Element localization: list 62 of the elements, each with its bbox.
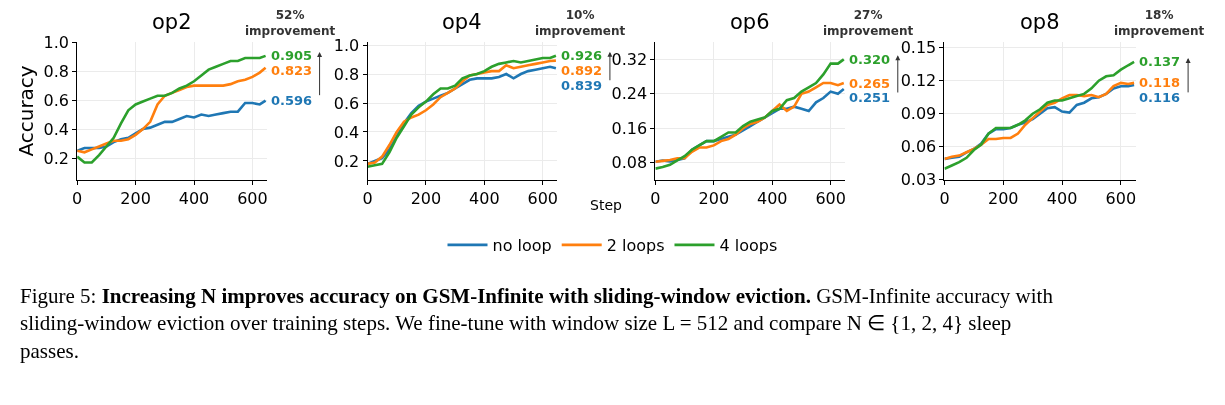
y-tick-label: 0.32: [611, 49, 648, 69]
x-tick-label: 200: [120, 189, 151, 209]
chart-title: op2: [152, 10, 192, 34]
x-tick-label: 0: [72, 189, 83, 209]
y-tick-label: 0.12: [900, 71, 937, 91]
data-label: 0.116: [1139, 90, 1181, 105]
y-tick-label: 0.4: [333, 122, 360, 142]
y-tick-label: 0.4: [43, 119, 69, 139]
x-tick-label: 600: [237, 189, 268, 209]
data-label: 0.596: [271, 93, 313, 108]
x-tick-label: 200: [698, 189, 730, 209]
text: 27% improvement: [823, 8, 914, 38]
y-tick-label: 0.16: [611, 118, 648, 138]
y-tick-label: 0.15: [900, 38, 937, 58]
chart-title: op4: [442, 10, 482, 34]
x-axis-title: Step: [590, 197, 622, 213]
data-label: 0.137: [1139, 54, 1181, 69]
data-label: 0.905: [271, 48, 313, 63]
text: 18% improvement: [1114, 8, 1205, 38]
x-tick-label: 600: [527, 189, 559, 209]
data-label: 0.320: [849, 52, 891, 67]
y-tick-label: 0.8: [333, 64, 360, 84]
data-label: 0.926: [561, 48, 603, 63]
data-label: 0.892: [561, 63, 603, 78]
data-label: 0.823: [271, 63, 313, 78]
x-tick-label: 200: [410, 189, 442, 209]
chart-title: op6: [730, 10, 770, 34]
x-tick-label: 0: [650, 189, 661, 209]
data-label: 0.251: [849, 90, 891, 105]
y-tick-label: 0.03: [900, 170, 937, 190]
y-tick-label: 0.2: [43, 148, 69, 168]
data-label: 0.118: [1139, 75, 1181, 90]
x-tick-label: 600: [815, 189, 846, 209]
y-axis-title: Accuracy: [14, 65, 39, 157]
y-tick-label: 1.0: [333, 35, 360, 55]
y-tick-label: 0.6: [333, 93, 360, 113]
y-tick-label: 0.6: [43, 90, 69, 110]
y-tick-label: 0.08: [611, 153, 648, 173]
data-label: 0.839: [561, 78, 603, 93]
y-tick-label: 1.0: [43, 32, 69, 52]
x-tick-label: 400: [178, 189, 210, 209]
text: Increasing N improves accuracy on GSM-Infinite with sliding-window eviction.: [101, 284, 811, 308]
legend-label: 4 loops: [719, 236, 778, 256]
y-tick-label: 0.06: [900, 137, 937, 157]
legend-label: 2 loops: [606, 236, 665, 256]
y-tick-label: 0.24: [611, 84, 648, 104]
x-tick-label: 400: [469, 189, 500, 209]
x-tick-label: 400: [756, 189, 788, 209]
y-tick-label: 0.8: [43, 61, 69, 81]
chart-title: op8: [1020, 10, 1060, 34]
y-tick-label: 0.09: [900, 104, 937, 124]
text: 10% improvement: [535, 8, 626, 38]
x-tick-label: 0: [939, 189, 950, 209]
caption: Figure 5:: [20, 284, 97, 308]
data-label: 0.265: [849, 76, 891, 91]
x-tick-label: 200: [988, 189, 1019, 209]
y-tick-label: 0.2: [333, 151, 360, 171]
x-tick-label: 0: [362, 189, 373, 209]
x-tick-label: 600: [1105, 189, 1137, 209]
x-tick-label: 400: [1046, 189, 1078, 209]
legend-label: no loop: [492, 236, 552, 256]
text: 52% improvement: [245, 8, 336, 38]
